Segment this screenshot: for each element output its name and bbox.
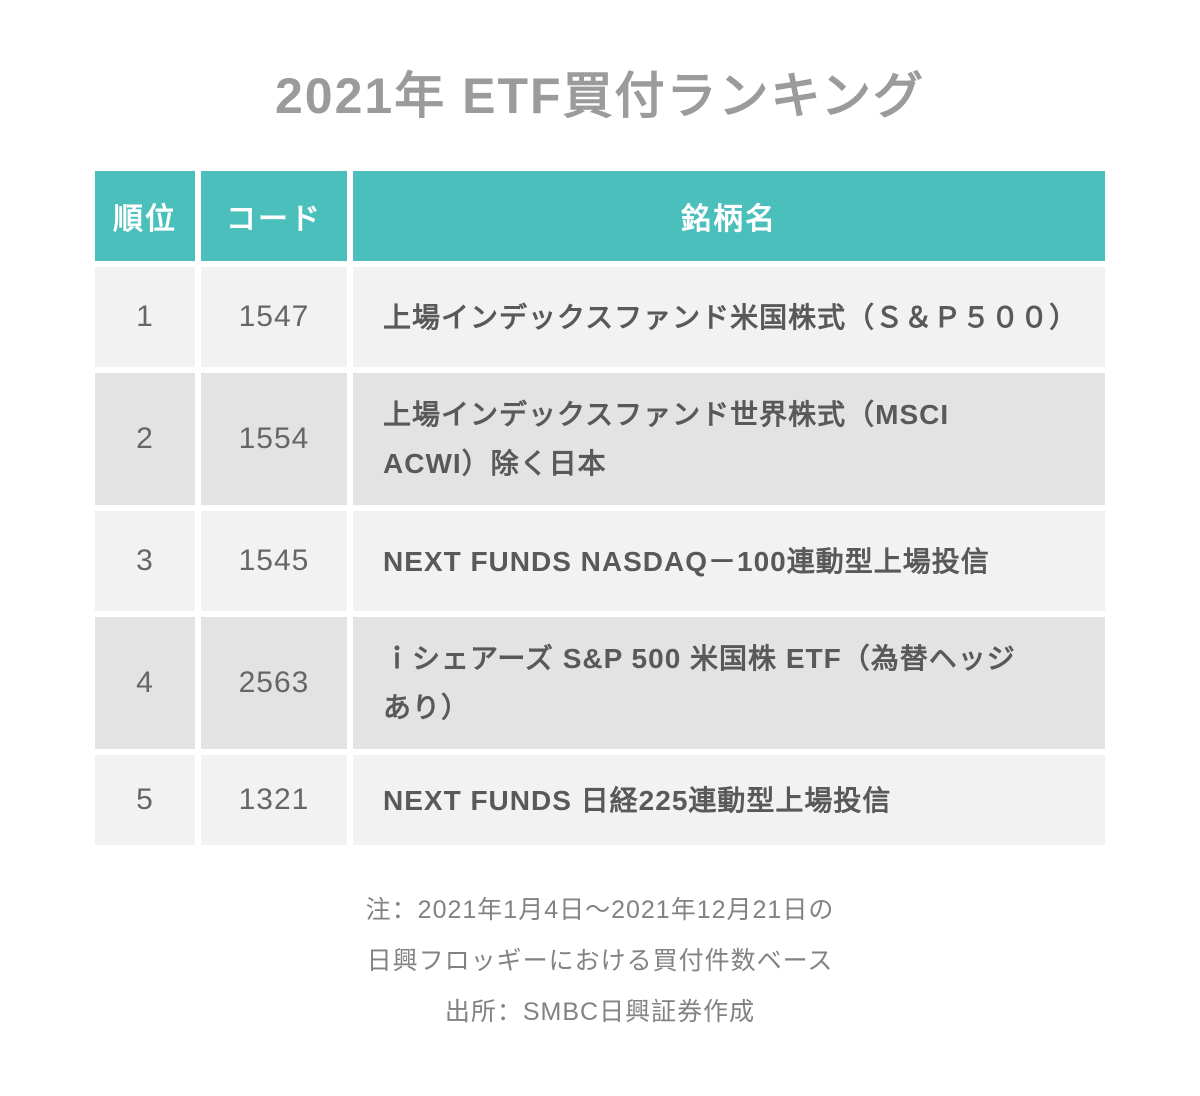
code-cell: 1554 bbox=[201, 373, 347, 505]
footnote-basis: 日興フロッギーにおける買付件数ベース bbox=[366, 947, 834, 975]
column-header-rank: 順位 bbox=[95, 171, 195, 261]
footnotes: 注：2021年1月4日～2021年12月21日の 日興フロッギーにおける買付件数… bbox=[0, 892, 1200, 1030]
rank-cell: 1 bbox=[95, 267, 195, 367]
code-cell: 2563 bbox=[201, 617, 347, 749]
name-cell: 上場インデックスファンド米国株式（Ｓ＆Ｐ５００） bbox=[353, 267, 1105, 367]
name-cell: ｉシェアーズ S&P 500 米国株 ETF（為替ヘッジ あり） bbox=[353, 617, 1105, 749]
name-cell: NEXT FUNDS NASDAQ－100連動型上場投信 bbox=[353, 511, 1105, 611]
code-cell: 1545 bbox=[201, 511, 347, 611]
rank-cell: 3 bbox=[95, 511, 195, 611]
name-cell: 上場インデックスファンド世界株式（MSCI ACWI）除く日本 bbox=[353, 373, 1105, 505]
code-cell: 1321 bbox=[201, 755, 347, 845]
footnote-source: 出所：SMBC日興証券作成 bbox=[444, 998, 756, 1026]
name-cell: NEXT FUNDS 日経225連動型上場投信 bbox=[353, 755, 1105, 845]
footnote-period: 注：2021年1月4日～2021年12月21日の bbox=[365, 896, 835, 924]
code-cell: 1547 bbox=[201, 267, 347, 367]
column-header-name: 銘柄名 bbox=[353, 171, 1105, 261]
column-header-code: コード bbox=[201, 171, 347, 261]
rank-cell: 2 bbox=[95, 373, 195, 505]
rank-cell: 4 bbox=[95, 617, 195, 749]
page-title: 2021年 ETF買付ランキング bbox=[274, 68, 926, 124]
rank-cell: 5 bbox=[95, 755, 195, 845]
etf-ranking-table: 順位 コード 銘柄名 1 1547 上場インデックスファンド米国株式（Ｓ＆Ｐ５０… bbox=[95, 171, 1105, 845]
